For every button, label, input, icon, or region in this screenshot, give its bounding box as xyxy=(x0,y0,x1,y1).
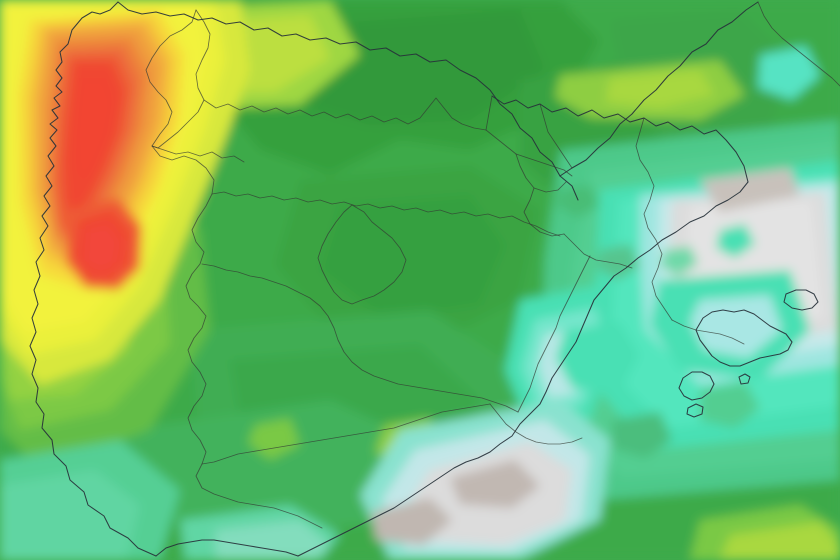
coastline-and-border-overlay xyxy=(0,0,840,560)
weather-map xyxy=(0,0,840,560)
